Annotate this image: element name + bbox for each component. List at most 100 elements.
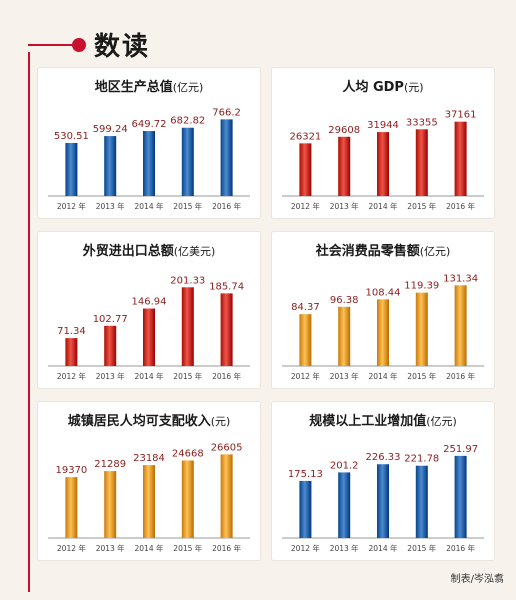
bar-chart-foreign-trade: 71.34 2012 年 102.77 2013 年 146.94 2014 年 201.3… — [48, 275, 250, 381]
x-tick-label: 2012 年 — [57, 371, 86, 381]
x-tick-label: 2012 年 — [57, 201, 86, 211]
bar — [104, 325, 117, 366]
x-tick-label: 2014 年 — [369, 543, 398, 553]
bar — [338, 472, 351, 538]
chart-title: 外贸进出口总额(亿美元) — [82, 244, 216, 259]
data-label: 19370 — [55, 465, 87, 476]
bar — [181, 127, 194, 196]
x-tick-label: 2012 年 — [291, 371, 320, 381]
data-label: 226.33 — [366, 452, 401, 463]
x-tick-label: 2013 年 — [330, 543, 359, 553]
data-label: 251.97 — [443, 444, 478, 455]
data-label: 102.77 — [93, 314, 128, 325]
data-label: 221.78 — [404, 454, 439, 465]
data-label: 201.2 — [330, 460, 359, 471]
chart-panel-gdp: 地区生产总值(亿元) 530.51 2012 年 599.24 2013 年 649.7… — [38, 68, 260, 218]
data-label: 146.94 — [132, 297, 167, 308]
data-label: 131.34 — [443, 273, 478, 284]
data-label: 682.82 — [170, 116, 205, 127]
x-tick-label: 2014 年 — [135, 201, 164, 211]
x-tick-label: 2013 年 — [96, 543, 125, 553]
data-label: 26321 — [289, 131, 321, 142]
credit-line: 制表/岑泓翥 — [450, 574, 504, 585]
bar-chart-gdp: 530.51 2012 年 599.24 2013 年 649.72 2014 年 682.… — [48, 107, 250, 211]
chart-panel-industrial-value: 规模以上工业增加值(亿元) 175.13 2012 年 201.2 2013 年 226… — [272, 402, 494, 560]
bar — [299, 143, 312, 196]
x-tick-label: 2015 年 — [173, 371, 202, 381]
data-label: 530.51 — [54, 131, 89, 142]
x-tick-label: 2014 年 — [369, 201, 398, 211]
chart-title: 社会消费品零售额(亿元) — [315, 244, 451, 259]
data-label: 29608 — [328, 125, 360, 136]
data-label: 119.39 — [404, 281, 439, 292]
data-label: 96.38 — [330, 295, 359, 306]
bar — [377, 132, 389, 196]
bar — [454, 285, 467, 366]
data-label: 599.24 — [93, 124, 128, 135]
headline-vertical-rule — [28, 52, 30, 592]
data-label: 31944 — [367, 120, 399, 131]
bar — [338, 306, 351, 366]
x-tick-label: 2012 年 — [291, 201, 320, 211]
x-tick-label: 2013 年 — [330, 201, 359, 211]
x-tick-label: 2015 年 — [407, 201, 436, 211]
x-tick-label: 2012 年 — [291, 543, 320, 553]
x-tick-label: 2016 年 — [446, 371, 475, 381]
x-tick-label: 2015 年 — [173, 201, 202, 211]
chart-panel-foreign-trade: 外贸进出口总额(亿美元) 71.34 2012 年 102.77 2013 年 146.… — [38, 232, 260, 388]
bar-chart-gdp-per-capita: 26321 2012 年 29608 2013 年 31944 2014 年 33355 20… — [282, 110, 484, 211]
headline-horizontal-rule — [28, 44, 76, 46]
page-title: 数读 — [94, 32, 151, 62]
bar — [104, 471, 117, 538]
x-tick-label: 2013 年 — [330, 371, 359, 381]
data-label: 201.33 — [170, 275, 205, 286]
data-label: 21289 — [94, 459, 126, 470]
bar — [104, 136, 117, 196]
bar-chart-industrial-value: 175.13 2012 年 201.2 2013 年 226.33 2014 年 221.7… — [282, 444, 484, 553]
data-label: 26605 — [211, 442, 243, 453]
bar — [65, 142, 78, 196]
x-tick-label: 2014 年 — [135, 543, 164, 553]
data-label: 23184 — [133, 453, 165, 464]
data-label: 175.13 — [288, 469, 323, 480]
data-label: 84.37 — [291, 302, 320, 313]
x-tick-label: 2014 年 — [369, 371, 398, 381]
x-tick-label: 2016 年 — [446, 201, 475, 211]
bar — [220, 293, 233, 366]
x-tick-label: 2016 年 — [212, 543, 241, 553]
bar — [65, 338, 78, 366]
chart-title: 城镇居民人均可支配收入(元) — [67, 414, 231, 429]
chart-panel-disposable-income: 城镇居民人均可支配收入(元) 19370 2012 年 21289 2013 年 231… — [38, 402, 260, 560]
bar — [415, 292, 428, 366]
bar — [454, 455, 467, 538]
chart-panel-retail-sales: 社会消费品零售额(亿元) 84.37 2012 年 96.38 2013 年 108.4… — [272, 232, 494, 388]
x-tick-label: 2014 年 — [135, 371, 164, 381]
bar — [143, 465, 155, 538]
bar — [299, 314, 312, 366]
chart-title: 人均 GDP(元) — [342, 80, 424, 95]
bar — [181, 460, 194, 538]
data-label: 71.34 — [57, 326, 86, 337]
bar — [220, 119, 233, 196]
bar — [143, 131, 155, 196]
bar — [181, 287, 194, 366]
data-label: 108.44 — [366, 287, 401, 298]
x-tick-label: 2015 年 — [173, 543, 202, 553]
x-tick-label: 2015 年 — [407, 543, 436, 553]
bar — [220, 454, 233, 538]
data-label: 37161 — [445, 110, 477, 121]
bar-chart-disposable-income: 19370 2012 年 21289 2013 年 23184 2014 年 24668 20… — [48, 442, 250, 553]
headline-bullet-icon — [72, 38, 86, 52]
data-label: 649.72 — [132, 119, 167, 130]
x-tick-label: 2016 年 — [212, 201, 241, 211]
x-tick-label: 2013 年 — [96, 371, 125, 381]
data-label: 33355 — [406, 117, 438, 128]
x-tick-label: 2016 年 — [212, 371, 241, 381]
bar — [415, 129, 428, 196]
bar — [143, 308, 155, 366]
bar — [454, 121, 467, 196]
bar — [377, 464, 389, 538]
bar — [415, 465, 428, 538]
data-label: 185.74 — [209, 281, 244, 292]
bar-chart-retail-sales: 84.37 2012 年 96.38 2013 年 108.44 2014 年 119.39… — [282, 273, 484, 381]
